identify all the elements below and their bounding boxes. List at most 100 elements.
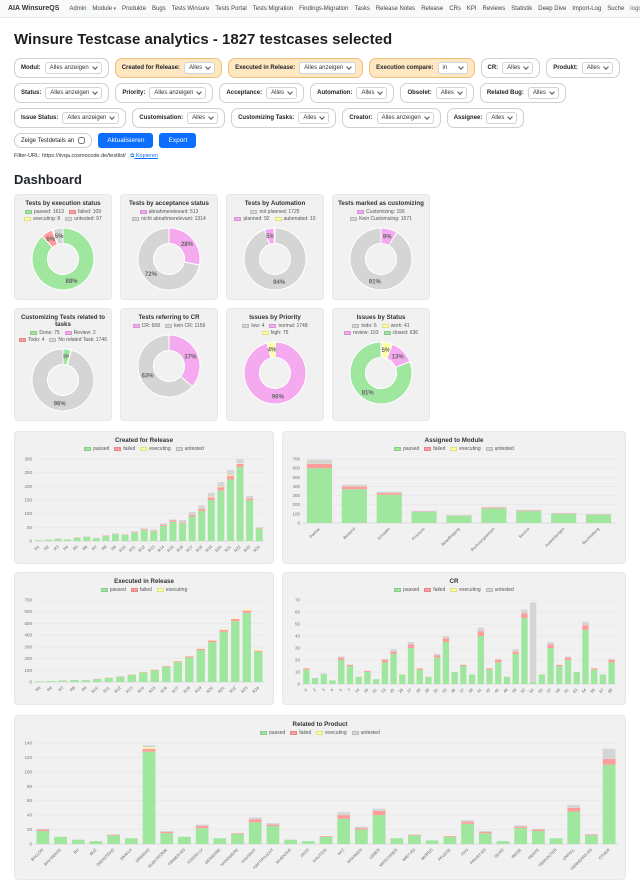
legend-item-no-related-task[interactable]: No related Task: 1746 [49,337,107,343]
bar-segment-untested[interactable] [461,820,474,821]
bar-segment-untested[interactable] [131,531,138,532]
bar-segment-passed[interactable] [303,670,309,684]
nav-item-module[interactable]: Module ▾ [92,6,116,12]
bar-segment-failed[interactable] [479,832,492,833]
legend-item-executing[interactable]: executing [316,730,346,736]
bar-segment-untested[interactable] [112,533,119,534]
bar-segment-untested[interactable] [434,654,440,655]
legend-item-failed[interactable]: failed [424,587,445,593]
bar-segment-passed[interactable] [227,480,234,542]
bar-segment-passed[interactable] [307,468,332,523]
bar-segment-passed[interactable] [417,670,423,684]
legend-item-todo[interactable]: Todo: 4 [19,337,44,343]
bar-segment-failed[interactable] [565,658,571,660]
legend-item-passed[interactable]: passed [84,446,109,452]
bar-segment-passed[interactable] [231,621,239,682]
bar-segment-passed[interactable] [64,539,71,541]
legend-item-automated[interactable]: automated: 10 [275,216,316,222]
bar-segment-failed[interactable] [390,652,396,654]
bar-segment-failed[interactable] [256,528,263,529]
bar-segment-failed[interactable] [373,811,386,815]
bar-segment-passed[interactable] [150,531,157,541]
bar-segment-passed[interactable] [197,650,205,682]
bar-segment-failed[interactable] [434,655,440,657]
bar-segment-passed[interactable] [256,529,263,541]
bar-segment-failed[interactable] [513,652,519,654]
legend-item-normal[interactable]: normal: 1748 [269,323,307,329]
bar-segment-executing[interactable] [143,747,156,748]
bar-segment-passed[interactable] [600,674,606,684]
bar-segment-passed[interactable] [122,535,129,541]
filter-select-priority[interactable]: Alles anzeigen [149,87,206,99]
bar-segment-passed[interactable] [217,490,224,541]
nav-item-bugs[interactable]: Bugs [152,6,166,12]
bar-segment-failed[interactable] [196,826,209,828]
bar-segment-failed[interactable] [337,815,350,819]
nav-item-statistik[interactable]: Statistik [511,6,532,12]
bar-segment-passed[interactable] [364,672,370,684]
bar-segment-failed[interactable] [556,665,562,666]
bar-segment-failed[interactable] [481,508,506,509]
bar-segment-passed[interactable] [179,523,186,541]
bar-segment-passed[interactable] [513,654,519,684]
bar-segment-failed[interactable] [347,665,353,666]
bar-segment-passed[interactable] [170,522,177,541]
legend-item-failed[interactable]: failed [424,446,445,452]
bar-segment-untested[interactable] [337,812,350,815]
bar-segment-passed[interactable] [128,675,136,682]
legend-item-planned[interactable]: planned: 92 [234,216,269,222]
bar-segment-failed[interactable] [151,670,159,671]
bar-segment-passed[interactable] [125,838,138,844]
bar-segment-failed[interactable] [342,487,367,490]
bar-segment-passed[interactable] [550,838,563,844]
bar-segment-untested[interactable] [122,534,129,535]
legend-item-failed[interactable]: failed: 109 [69,209,101,215]
bar-segment-passed[interactable] [47,681,55,682]
legend-item-abnahmerelevant[interactable]: abnahmerelevant: 513 [140,209,199,215]
bar-segment-failed[interactable] [143,749,156,752]
filter-select-customizing-tasks[interactable]: Alles [298,112,329,124]
bar-segment-passed[interactable] [547,648,553,684]
bar-segment-untested[interactable] [342,485,367,487]
bar-segment-untested[interactable] [495,659,501,660]
bar-segment-passed[interactable] [284,840,297,844]
nav-item-reviews[interactable]: Reviews [483,6,506,12]
bar-segment-failed[interactable] [585,835,598,836]
bar-segment-untested[interactable] [355,827,368,828]
bar-segment-untested[interactable] [373,809,386,811]
bar-segment-passed[interactable] [556,666,562,684]
bar-segment-failed[interactable] [246,498,253,500]
nav-item-release[interactable]: Release [421,6,443,12]
bar-segment-passed[interactable] [139,673,147,682]
bar-segment-failed[interactable] [197,649,205,650]
bar-segment-passed[interactable] [377,495,402,523]
customizing-chart[interactable]: 9%91% [346,224,416,294]
bar-segment-failed[interactable] [208,641,216,643]
bar-segment-passed[interactable] [160,526,167,541]
bar-segment-passed[interactable] [514,828,527,844]
bar-segment-failed[interactable] [355,828,368,829]
bar-segment-failed[interactable] [267,825,280,826]
bar-segment-failed[interactable] [141,529,148,530]
nav-item-tasks[interactable]: Tasks [354,6,369,12]
status-chart[interactable]: 5%13%81% [346,338,416,408]
bar-segment-failed[interactable] [131,532,138,533]
nav-item-tests-migration[interactable]: Tests Migration [253,6,293,12]
legend-item-failed[interactable]: failed [131,587,152,593]
bar-segment-failed[interactable] [243,611,251,613]
bar-segment-failed[interactable] [36,830,49,831]
bar-segment-passed[interactable] [196,828,209,844]
copy-link[interactable]: ⧉ Kopieren [130,153,158,159]
bar-segment-passed[interactable] [160,833,173,844]
bar-segment-passed[interactable] [178,837,191,844]
legend-item-untested[interactable]: untested [486,446,514,452]
nav-item-release-notes[interactable]: Release Notes [376,6,415,12]
refresh-button[interactable]: Aktualisieren [98,133,153,148]
bar-segment-passed[interactable] [426,840,439,844]
donut-segment-automated[interactable] [274,228,275,244]
bar-segment-failed[interactable] [220,630,228,632]
bar-segment-passed[interactable] [408,648,414,684]
bar-segment-untested[interactable] [390,649,396,651]
bar-segment-untested[interactable] [227,470,234,475]
